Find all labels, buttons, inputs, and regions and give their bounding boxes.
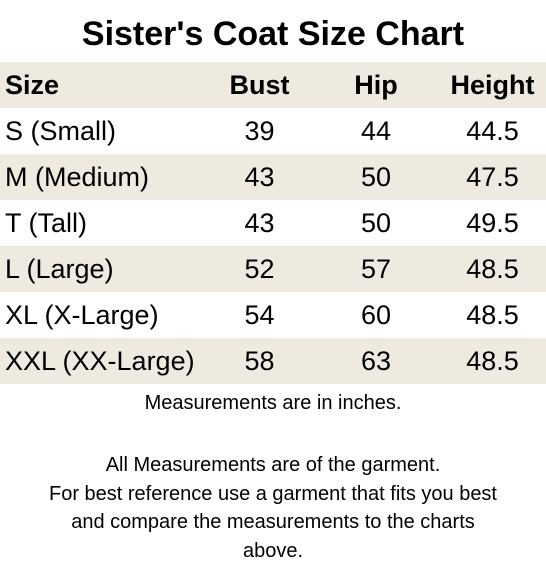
cell-hip: 63 [318,338,434,384]
cell-bust: 43 [244,208,275,238]
table-row: XXL (XX-Large) 58 63 48.5 [0,338,546,384]
units-note: Measurements are in inches. [144,392,402,414]
instruction-line: For best reference use a garment that fi… [48,482,497,505]
cell-size: XXL (XX-Large) [0,338,201,384]
cell-hip: 60 [360,300,392,330]
cell-height: 44.5 [466,116,519,146]
cell-bust: 58 [201,338,318,384]
measurement-instructions: All Measurements are of the garment. For… [0,451,546,565]
table-row: S (Small) 39 44 44.5 [0,108,546,154]
cell-size: M (Medium) [0,154,201,200]
cell-height: 48.5 [434,338,546,384]
cell-size: L (Large) [0,246,201,292]
cell-height: 48.5 [466,300,519,330]
table-row: XL (X-Large) 54 60 48.5 [0,292,546,338]
header-height: Height [434,62,546,108]
cell-hip: 50 [318,154,434,200]
cell-hip: 57 [318,246,434,292]
cell-height: 48.5 [434,246,546,292]
cell-size: S (Small) [5,116,117,146]
cell-bust: 54 [244,300,275,330]
table-header-row: Size Bust Hip Height [0,62,546,108]
cell-bust: 43 [201,154,318,200]
cell-bust: 52 [201,246,318,292]
instruction-line: All Measurements are of the garment. [105,454,441,476]
header-hip: Hip [318,62,434,108]
instruction-line: and compare the measurements to the char… [71,511,475,533]
size-table: Size Bust Hip Height S (Small) 39 44 44.… [0,62,546,384]
instruction-line: above. [242,539,304,562]
cell-height: 47.5 [434,154,546,200]
cell-size: T (Tall) [5,208,88,238]
cell-hip: 44 [360,116,392,146]
header-size: Size [0,62,201,108]
chart-title: Sister's Coat Size Chart [81,15,465,53]
cell-bust: 39 [244,116,275,146]
table-row: M (Medium) 43 50 47.5 [0,154,546,200]
header-bust: Bust [201,62,318,108]
cell-hip: 50 [360,208,392,238]
table-row: T (Tall) 43 50 49.5 [0,200,546,246]
cell-height: 49.5 [466,208,519,238]
table-row: L (Large) 52 57 48.5 [0,246,546,292]
cell-size: XL (X-Large) [5,300,159,330]
